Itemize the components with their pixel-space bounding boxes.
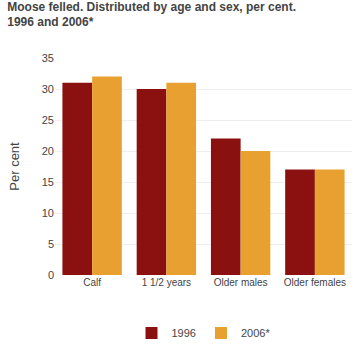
svg-text:Calf: Calf xyxy=(83,277,101,288)
svg-text:2006*: 2006* xyxy=(241,327,270,339)
svg-text:Moose felled. Distributed by a: Moose felled. Distributed by age and sex… xyxy=(7,0,296,29)
svg-text:Per cent: Per cent xyxy=(7,142,22,191)
svg-text:1996: 1996 xyxy=(172,327,196,339)
svg-text:Older males: Older males xyxy=(214,277,268,288)
svg-text:35: 35 xyxy=(42,52,54,64)
svg-text:0: 0 xyxy=(48,269,54,281)
svg-text:20: 20 xyxy=(42,145,54,157)
svg-text:10: 10 xyxy=(42,207,54,219)
svg-text:25: 25 xyxy=(42,114,54,126)
svg-text:Older females: Older females xyxy=(284,277,346,288)
svg-text:1 1/2 years: 1 1/2 years xyxy=(142,277,191,288)
svg-text:30: 30 xyxy=(42,83,54,95)
svg-text:15: 15 xyxy=(42,176,54,188)
svg-text:5: 5 xyxy=(48,238,54,250)
